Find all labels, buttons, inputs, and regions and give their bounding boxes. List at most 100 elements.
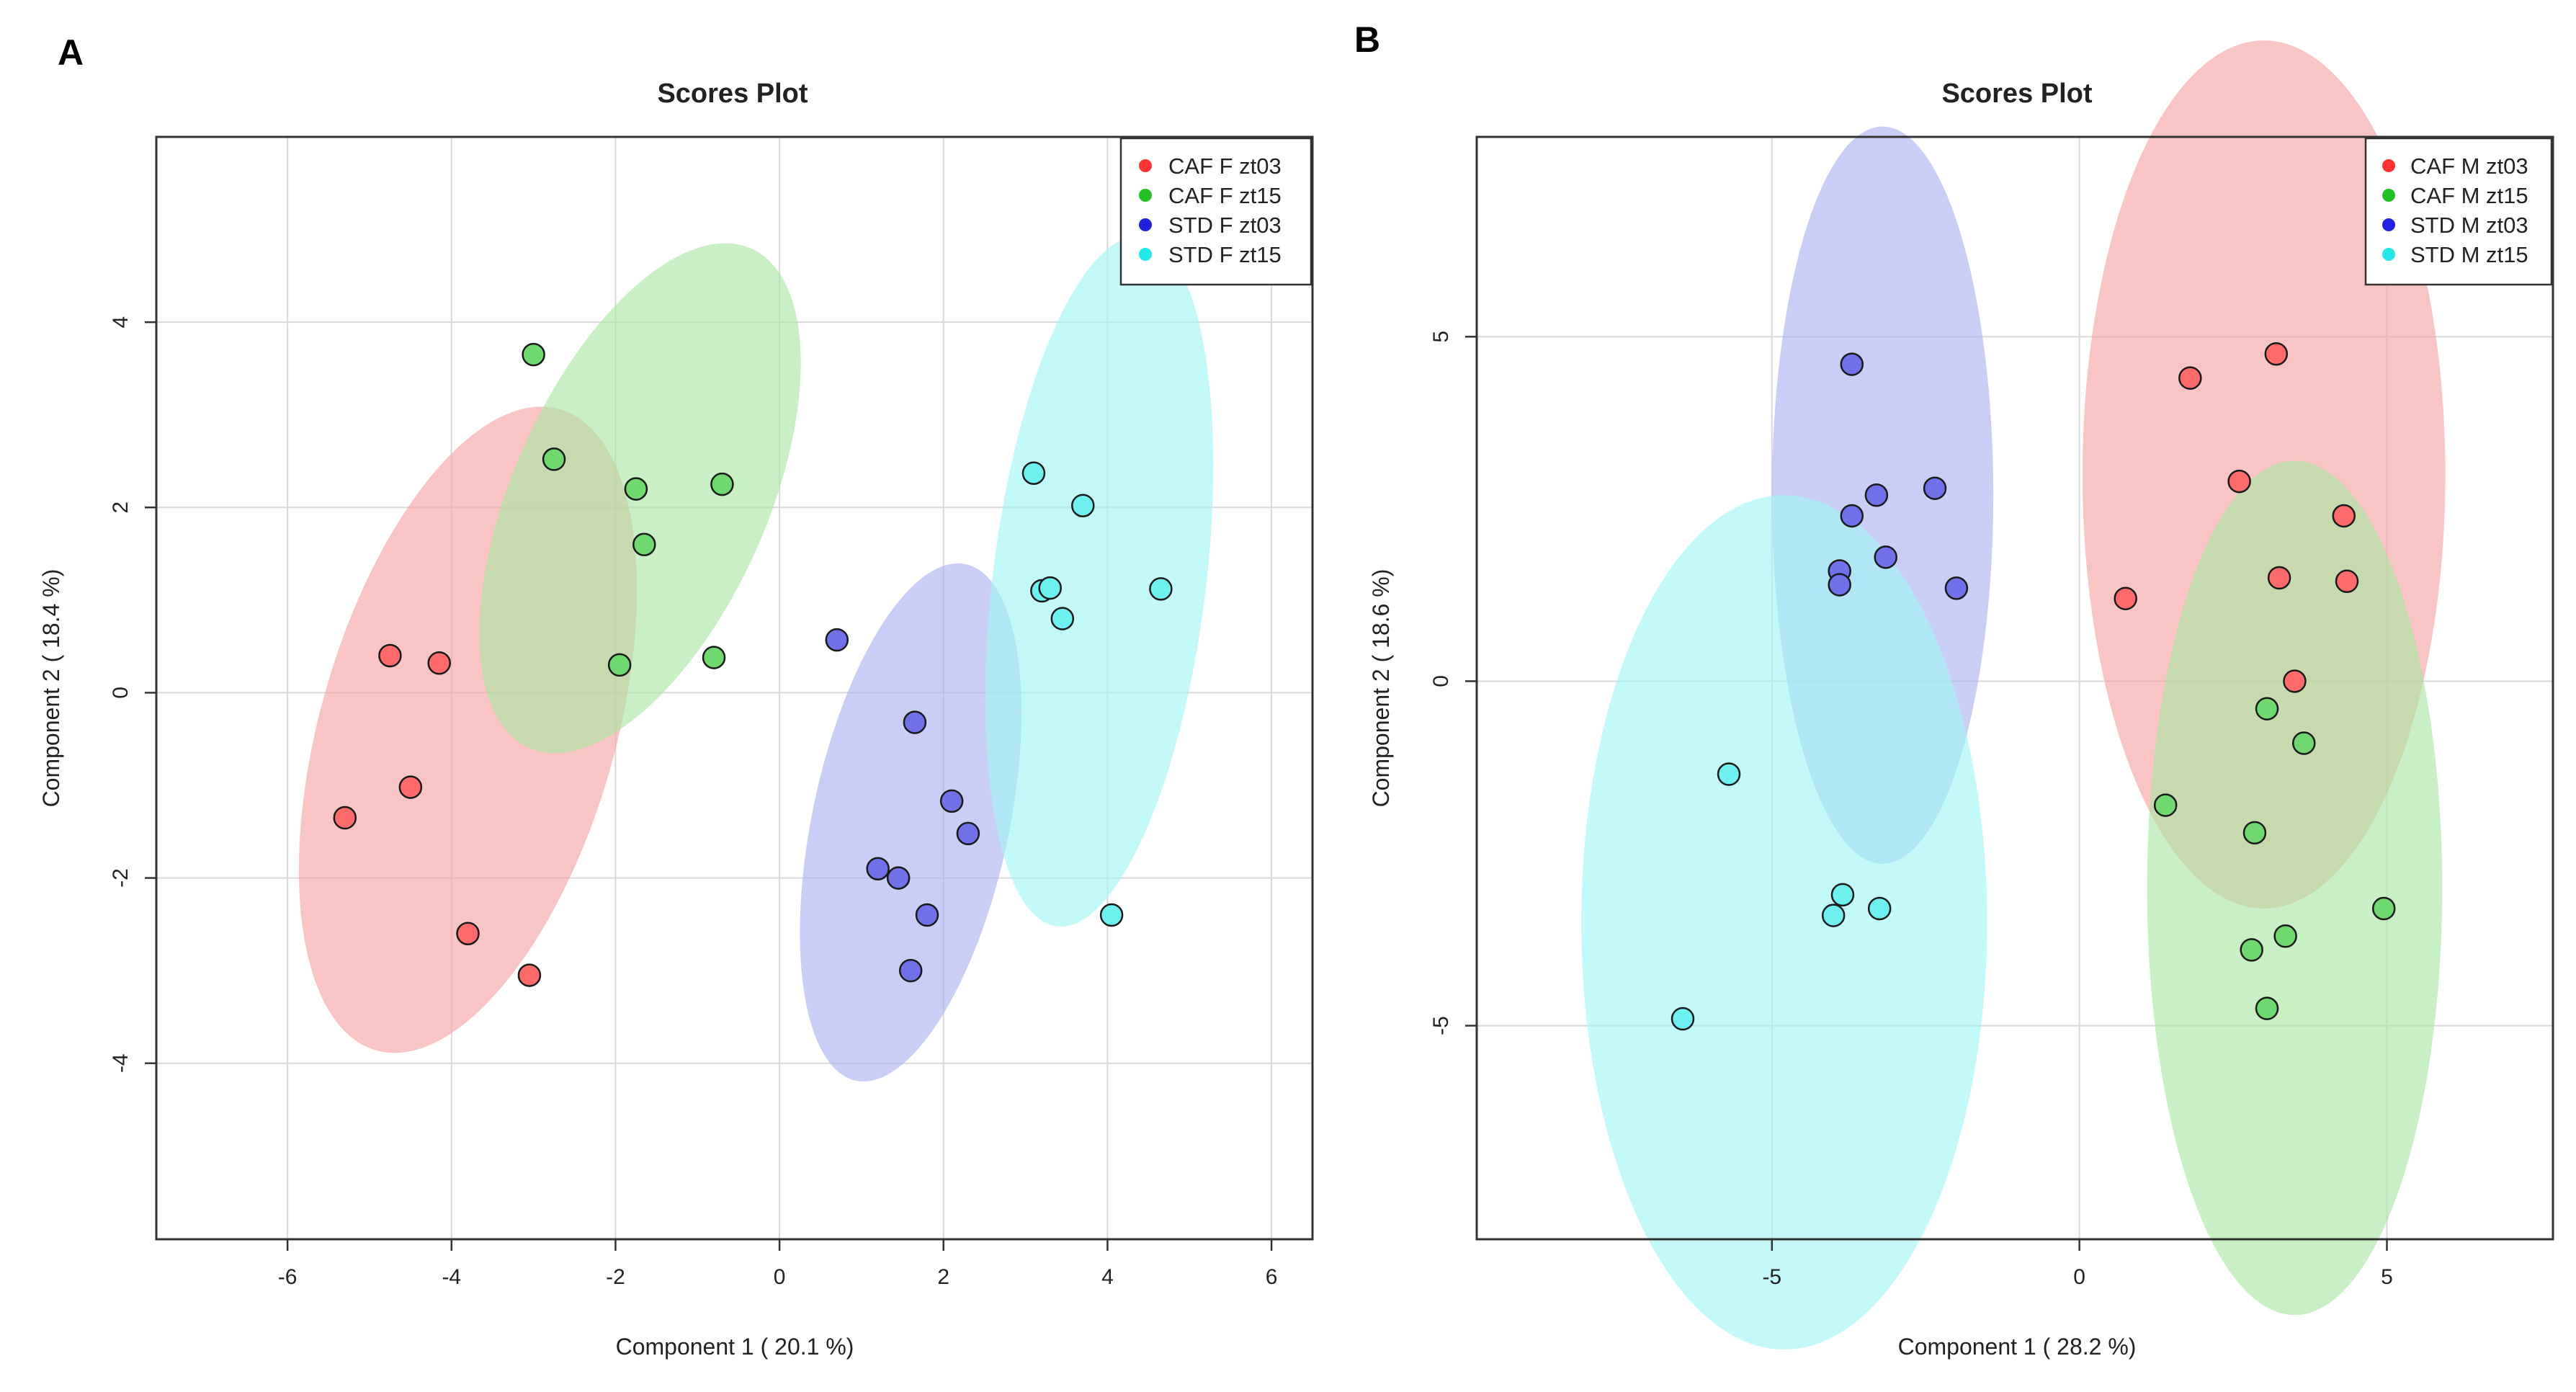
legend-box-b [2364,137,2553,286]
data-point-caf-f-zt15 [542,447,566,471]
data-point-caf-f-zt15 [710,472,734,496]
legend-dot-caf-f-zt15 [1139,189,1152,202]
data-point-caf-m-zt03 [2267,566,2291,590]
y-axis-label-a: Component 2 ( 18.4 %) [38,569,64,808]
plot-title-b: Scores Plot [1941,79,2092,109]
confidence-ellipse-std-m-zt15 [1581,495,1987,1349]
ticks-b: -5 0 5 -5 0 5 [1429,331,2393,1289]
data-point-std-f-zt03 [903,710,927,734]
y-tick-label: -2 [109,868,133,888]
y-tick-label: 0 [109,687,133,699]
confidence-ellipse-std-f-zt15 [985,236,1214,927]
data-point-std-f-zt15 [1149,577,1173,601]
panel-b: B Scores Plot -5 0 5 -5 0 5 Component 1 ( 28.… [1354,19,2554,1360]
legend-dot-caf-m-zt03 [2382,159,2395,172]
data-point-caf-f-zt03 [333,806,357,830]
x-tick-label: -4 [442,1265,461,1289]
y-tick-label: 0 [1429,675,1453,687]
legend-label-caf-m-zt15: CAF M zt15 [2410,183,2528,208]
x-tick-label: 5 [2381,1265,2393,1289]
plot-title-a: Scores Plot [657,79,808,109]
data-point-caf-m-zt15 [2242,821,2267,845]
y-tick-label: 2 [109,501,133,514]
x-tick-label: -5 [1762,1265,1781,1289]
data-point-std-f-zt03 [915,903,939,927]
points-b [1671,342,2396,1031]
data-point-caf-m-zt15 [2371,896,2396,921]
x-tick-label: -2 [606,1265,625,1289]
data-point-caf-m-zt03 [2227,469,2251,494]
x-tick-label: 0 [2073,1265,2085,1289]
plot-frame-b [1475,135,2554,1241]
data-point-std-f-zt03 [898,958,923,983]
data-point-caf-f-zt15 [632,532,656,556]
legend-a: CAF F zt03 CAF F zt15 STD F zt03 STD F z… [1119,137,1312,286]
legend-label-std-m-zt03: STD M zt03 [2410,213,2528,238]
legend-dot-std-f-zt03 [1139,218,1152,231]
data-point-caf-f-zt03 [517,963,542,987]
x-tick-label: 2 [937,1265,949,1289]
data-point-caf-m-zt15 [2291,731,2316,755]
data-point-caf-f-zt15 [607,653,632,677]
y-axis-label-b: Component 2 ( 18.6 %) [1368,569,1394,808]
data-point-caf-m-zt15 [2240,938,2263,962]
panel-a: A Scores Plot -6 -4 -2 0 2 4 6 -4 -2 0 2 4 Componen… [38,32,1314,1360]
data-point-std-f-zt15 [1071,494,1095,517]
data-point-caf-m-zt15 [2273,924,2297,948]
data-point-std-m-zt03 [1923,476,1947,500]
x-tick-label: -6 [278,1265,298,1289]
y-tick-label: -4 [109,1053,133,1073]
data-point-std-m-zt15 [1830,883,1855,907]
data-point-caf-f-zt15 [702,646,726,669]
data-point-caf-m-zt03 [2283,669,2307,693]
data-point-std-f-zt03 [866,857,890,880]
plot-frame-a [155,135,1314,1241]
data-point-caf-m-zt03 [2264,342,2289,366]
data-point-std-f-zt15 [1038,576,1062,600]
legend-label-std-f-zt03: STD F zt03 [1168,213,1282,238]
legend-label-caf-f-zt03: CAF F zt03 [1168,153,1282,179]
legend-box-a [1119,137,1312,286]
data-point-caf-f-zt03 [378,643,402,668]
panel-letter-a: A [58,32,84,73]
panel-letter-b: B [1354,19,1380,60]
legend-dot-caf-f-zt03 [1139,159,1152,172]
x-tick-label: 6 [1266,1265,1278,1289]
data-point-caf-m-zt03 [2178,366,2202,390]
data-point-std-f-zt03 [825,628,849,652]
data-point-caf-f-zt03 [427,651,451,675]
data-point-caf-m-zt15 [2153,793,2178,817]
data-point-std-f-zt15 [1099,903,1124,927]
legend-label-caf-f-zt15: CAF F zt15 [1168,183,1282,208]
legend-label-std-f-zt15: STD F zt15 [1168,242,1282,267]
legend-dot-caf-m-zt15 [2382,189,2395,202]
data-point-std-f-zt03 [886,866,911,890]
confidence-ellipse-caf-m-zt15 [2147,460,2443,1316]
data-point-std-m-zt03 [1864,483,1889,507]
data-point-caf-f-zt15 [624,477,648,501]
data-point-std-f-zt03 [956,821,980,846]
x-axis-label-b: Component 1 ( 28.2 %) [1898,1334,2137,1360]
ticks-a: -6 -4 -2 0 2 4 6 -4 -2 0 2 4 [109,316,1277,1289]
data-point-caf-m-zt15 [2255,996,2279,1020]
data-point-std-f-zt15 [1050,607,1075,630]
data-point-std-m-zt03 [1944,576,1969,600]
data-point-caf-m-zt03 [2332,504,2356,528]
x-tick-label: 0 [774,1265,786,1289]
data-point-std-m-zt03 [1840,352,1864,376]
data-point-std-m-zt15 [1671,1007,1695,1031]
confidence-ellipse-std-f-zt03 [800,563,1022,1081]
data-point-caf-f-zt15 [522,342,545,367]
data-point-caf-f-zt03 [456,922,480,945]
legend-dot-std-m-zt03 [2382,218,2395,231]
legend-dot-std-m-zt15 [2382,248,2395,261]
data-point-std-m-zt15 [1821,904,1846,927]
legend-label-std-m-zt15: STD M zt15 [2410,242,2528,267]
legend-label-caf-m-zt03: CAF M zt03 [2410,153,2528,179]
data-point-std-m-zt15 [1867,896,1892,921]
legend-b: CAF M zt03 CAF M zt15 STD M zt03 STD M z… [2364,137,2553,286]
x-axis-label-a: Component 1 ( 20.1 %) [616,1334,854,1360]
data-point-caf-m-zt15 [2255,697,2279,720]
data-point-std-m-zt03 [1840,504,1864,528]
